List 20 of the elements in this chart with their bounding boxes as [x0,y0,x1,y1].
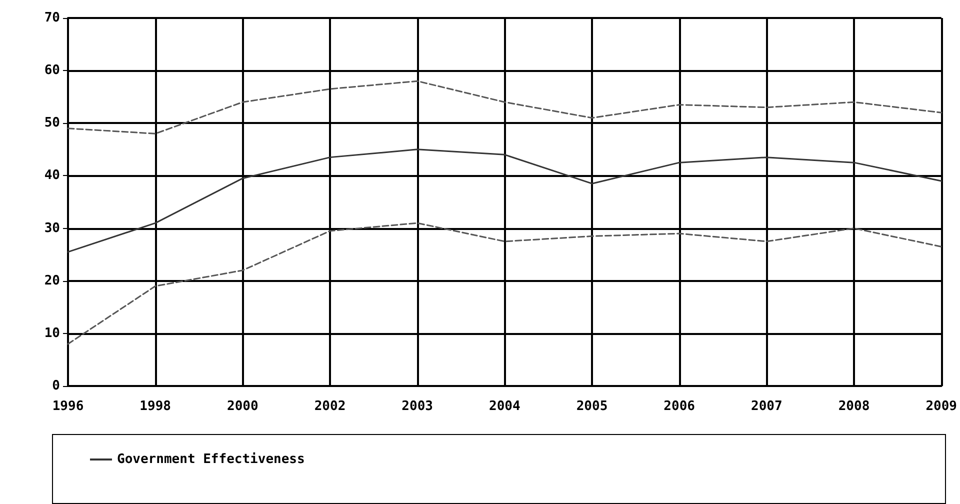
x-tick-label: 1996 [52,399,84,414]
x-tick-label: 1998 [140,399,172,414]
y-tick-label: 20 [44,273,60,288]
x-tick-label: 2008 [838,399,870,414]
x-tick-label: 2004 [489,399,520,414]
y-tick-label: 50 [44,116,60,131]
x-tick-label: 2003 [402,399,433,414]
x-tick-label: 2005 [576,399,608,414]
y-tick-label: 10 [44,326,60,341]
y-tick-label: 0 [52,378,60,394]
x-tick-label: 2002 [314,399,346,414]
legend-label: Government Effectiveness [117,452,305,467]
y-tick-label: 70 [44,10,60,26]
x-tick-label: 2009 [926,399,958,414]
y-tick-label: 40 [44,168,60,184]
y-tick-label: 30 [44,220,60,236]
y-tick-label: 60 [44,63,60,78]
x-tick-label: 2006 [664,399,696,414]
x-tick-label: 2007 [751,399,782,414]
x-tick-label: 2000 [227,399,258,414]
